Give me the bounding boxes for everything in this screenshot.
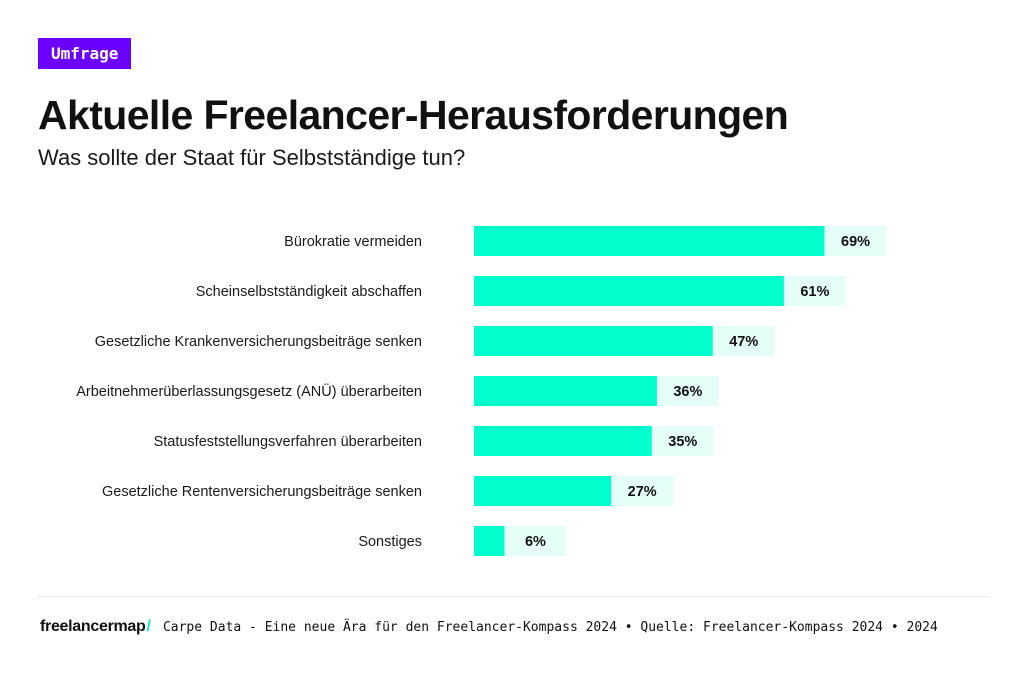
- bar: [474, 376, 657, 406]
- category-label: Gesetzliche Krankenversicherungsbeiträge…: [95, 334, 422, 350]
- category-label: Scheinselbstständigkeit abschaffen: [196, 284, 422, 300]
- value-label: 6%: [525, 534, 546, 550]
- bar: [474, 426, 652, 456]
- value-label: 69%: [841, 234, 870, 250]
- category-label: Arbeitnehmerüberlassungsgesetz (ANÜ) übe…: [76, 382, 422, 400]
- footer-divider: [38, 596, 988, 597]
- value-label: 47%: [729, 334, 758, 350]
- freelancermap-logo: freelancermap: [40, 618, 146, 635]
- bar-chart: Bürokratie vermeiden 69% Scheinselbstständ…: [76, 226, 887, 556]
- bar: [474, 276, 784, 306]
- category-label: Sonstiges: [358, 534, 422, 550]
- category-label: Gesetzliche Rentenversicherungsbeiträge …: [102, 484, 422, 500]
- bar: [474, 476, 612, 506]
- bar: [474, 526, 505, 556]
- bar: [474, 226, 825, 256]
- footer: freelancermap / Carpe Data - Eine neue Är…: [40, 618, 938, 636]
- bar: [474, 326, 713, 356]
- logo-slash-icon: /: [146, 618, 151, 635]
- category-label: Statusfeststellungsverfahren überarbeite…: [154, 434, 422, 450]
- value-label: 61%: [800, 284, 829, 300]
- survey-badge: Umfrage: [38, 38, 132, 69]
- category-label: Bürokratie vermeiden: [284, 234, 422, 250]
- footer-source-text: Carpe Data - Eine neue Ära für den Freel…: [162, 619, 938, 635]
- chart-subtitle: Was sollte der Staat für Selbstständige …: [38, 145, 466, 170]
- value-label: 35%: [668, 434, 697, 450]
- value-label: 27%: [628, 484, 657, 500]
- value-label: 36%: [673, 384, 702, 400]
- chart-title: Aktuelle Freelancer-Herausforderungen: [38, 92, 789, 138]
